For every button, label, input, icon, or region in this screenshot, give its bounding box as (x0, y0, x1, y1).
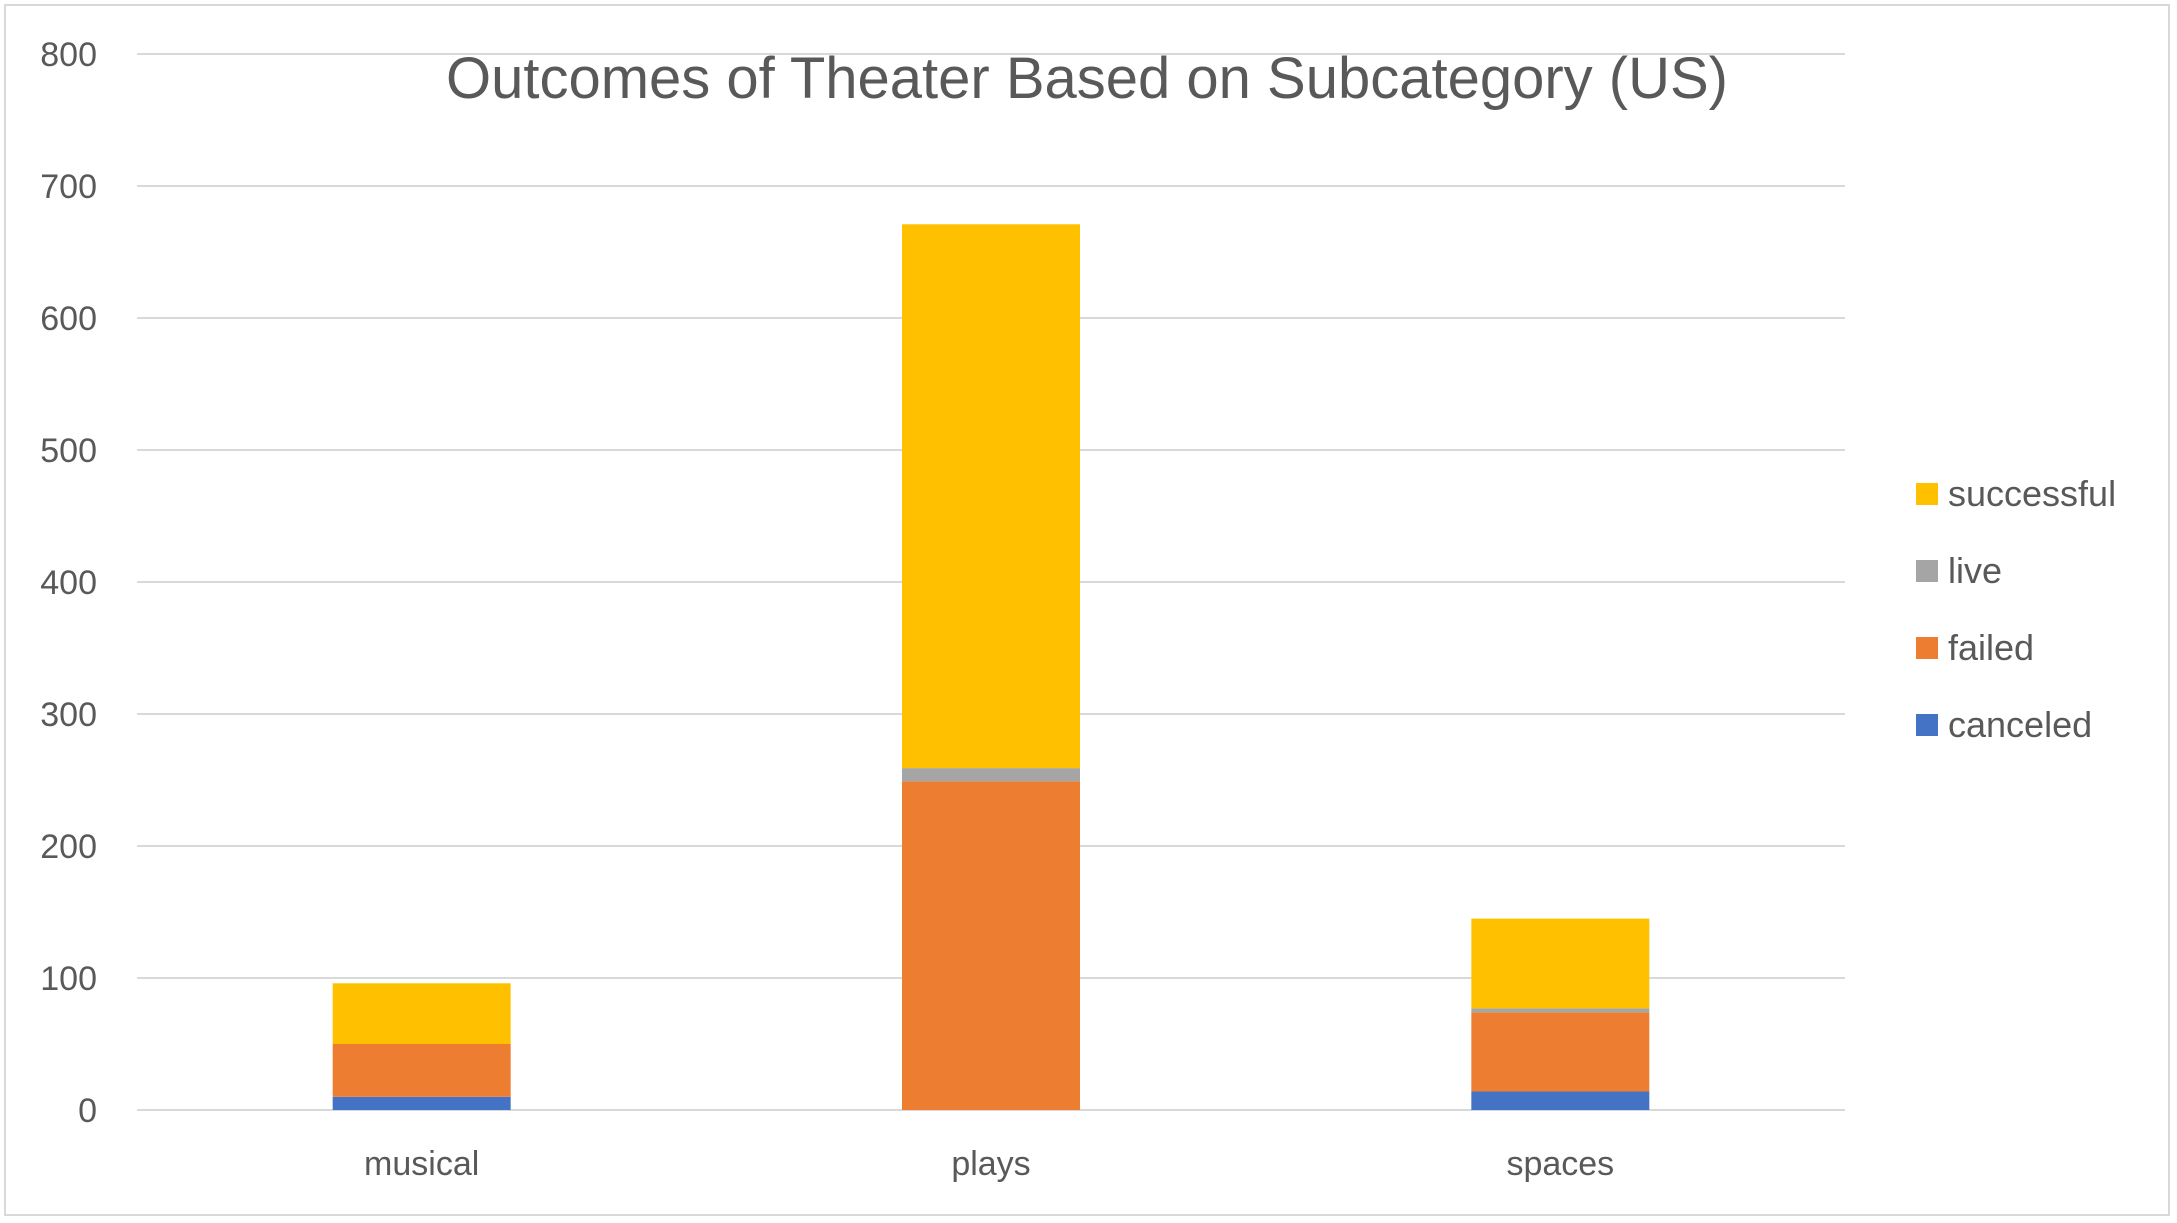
legend-label-failed: failed (1948, 627, 2034, 668)
bar-spaces-canceled (1471, 1091, 1650, 1110)
y-tick-label: 400 (40, 564, 97, 602)
legend: successful live failed canceled (1916, 473, 2116, 745)
legend-swatch-canceled (1916, 714, 1938, 736)
x-tick-label-musical: musical (364, 1145, 479, 1183)
bar-spaces-failed (1471, 1012, 1650, 1092)
y-tick-label: 200 (40, 828, 97, 866)
y-tick-label: 300 (40, 696, 97, 734)
legend-label-canceled: canceled (1948, 704, 2092, 745)
y-tick-label: 100 (40, 960, 97, 998)
y-tick-label: 700 (40, 168, 97, 206)
bar-spaces-successful (1471, 918, 1650, 1009)
legend-swatch-live (1916, 560, 1938, 582)
bar-spaces-live (1471, 1008, 1650, 1013)
legend-label-successful: successful (1948, 473, 2116, 514)
legend-label-live: live (1948, 550, 2002, 591)
bar-musical-canceled (332, 1096, 511, 1110)
legend-swatch-failed (1916, 637, 1938, 659)
y-tick-label: 800 (40, 36, 97, 74)
y-axis-tick-labels: 0 100 200 300 400 500 600 700 800 (40, 36, 97, 1130)
x-axis-tick-labels: musical plays spaces (364, 1145, 1614, 1183)
bar-plays-successful (902, 224, 1080, 769)
bar-musical-failed (332, 1044, 511, 1097)
bars (332, 224, 1650, 1110)
bar-musical-successful (332, 983, 511, 1044)
bar-plays-live (902, 768, 1080, 782)
bar-plays-failed (902, 781, 1080, 1110)
y-tick-label: 600 (40, 300, 97, 338)
x-tick-label-spaces: spaces (1506, 1145, 1614, 1183)
y-tick-label: 500 (40, 432, 97, 470)
legend-swatch-successful (1916, 483, 1938, 505)
y-tick-label: 0 (78, 1092, 97, 1130)
x-tick-label-plays: plays (951, 1145, 1030, 1183)
chart-title: Outcomes of Theater Based on Subcategory… (446, 46, 1728, 111)
